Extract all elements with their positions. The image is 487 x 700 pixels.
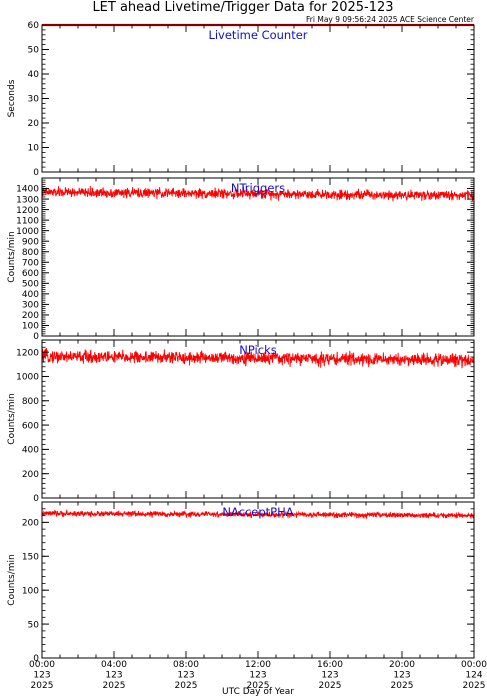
y-tick-label: 1200 <box>16 206 39 216</box>
x-tick-label: 2025 <box>103 681 126 691</box>
y-tick-label: 40 <box>28 70 40 80</box>
y-tick-label: 800 <box>22 248 39 258</box>
y-axis-title: Counts/min <box>7 554 17 605</box>
y-tick-label: 600 <box>22 269 39 279</box>
y-tick-label: 800 <box>22 397 39 407</box>
y-tick-label: 600 <box>22 421 39 431</box>
y-tick-label: 700 <box>22 258 39 268</box>
y-tick-label: 0 <box>33 168 39 178</box>
y-tick-label: 0 <box>33 654 39 664</box>
x-tick-label: 04:00 <box>101 660 127 670</box>
x-tick-label: 124 <box>465 671 482 681</box>
panel-3: 0 200 400 600 800 1000 1200 Counts/min NPicks <box>7 339 475 504</box>
x-tick-label: 2025 <box>463 681 486 691</box>
figure-subtitle: Fri May 9 09:56:24 2025 ACE Science Cent… <box>306 15 475 24</box>
y-axis-title: Counts/min <box>7 231 17 282</box>
x-tick-label: 2025 <box>247 681 270 691</box>
plot-frame <box>41 501 475 659</box>
y-tick-label: 60 <box>28 21 40 31</box>
x-tick-label: 20:00 <box>389 660 415 670</box>
x-tick-label: 08:00 <box>173 660 199 670</box>
panel-label: Livetime Counter <box>208 28 307 42</box>
y-tick-label: 10 <box>28 144 40 154</box>
y-tick-label: 200 <box>22 519 39 529</box>
panel-4: 0 50 100 150 200 Counts/min NAcceptPHA <box>7 501 475 664</box>
series-line-4 <box>41 509 475 520</box>
x-tick-label: 00:00 <box>29 660 55 670</box>
y-tick-label: 1400 <box>16 185 39 195</box>
y-axis-title: Seconds <box>7 79 17 117</box>
y-tick-label: 0 <box>33 494 39 504</box>
x-tick-label: 12:00 <box>245 660 271 670</box>
y-tick-label: 400 <box>22 290 39 300</box>
figure-title: LET ahead Livetime/Trigger Data for 2025… <box>92 0 393 15</box>
panel-label: NPicks <box>239 343 276 357</box>
x-tick-label: 00:00 <box>461 660 487 670</box>
y-tick-label: 1300 <box>16 195 39 205</box>
x-axis-title: UTC Day of Year <box>222 687 294 697</box>
y-tick-label: 500 <box>22 280 39 290</box>
y-tick-label: 0 <box>33 332 39 342</box>
x-tick-label: 123 <box>393 671 410 681</box>
x-tick-label: 123 <box>33 671 50 681</box>
x-tick-label: 2025 <box>391 681 414 691</box>
y-tick-label: 150 <box>22 552 39 562</box>
y-tick-label: 100 <box>22 322 39 332</box>
y-tick-label: 100 <box>22 586 39 596</box>
x-tick-label: 2025 <box>175 681 198 691</box>
x-tick-label: 123 <box>105 671 122 681</box>
series-line-2 <box>41 185 475 202</box>
y-tick-label: 300 <box>22 301 39 311</box>
series-line-3 <box>41 348 475 369</box>
y-tick-label: 1100 <box>16 216 39 226</box>
plot-frame <box>41 177 475 337</box>
y-tick-label: 30 <box>28 95 40 105</box>
y-tick-label: 1000 <box>16 373 39 383</box>
y-tick-label: 200 <box>22 470 39 480</box>
x-tick-label: 16:00 <box>317 660 343 670</box>
x-tick-label: 2025 <box>319 681 342 691</box>
y-axis-title: Counts/min <box>7 393 17 444</box>
panel-label: NAcceptPHA <box>222 505 293 519</box>
y-tick-label: 50 <box>28 620 40 630</box>
x-tick-label: 123 <box>249 671 266 681</box>
y-tick-label: 200 <box>22 311 39 321</box>
panel-2: 0100200300400500600700800900100011001200… <box>7 177 475 342</box>
panel-label: NTriggers <box>231 181 285 195</box>
y-tick-label: 1200 <box>16 348 39 358</box>
x-axis-labels: 00:00123202504:00123202508:00123202512:0… <box>29 660 487 691</box>
y-tick-label: 400 <box>22 446 39 456</box>
y-tick-label: 900 <box>22 237 39 247</box>
panel-1: 0 10 20 30 40 50 60 Seconds Livetime Counter <box>7 21 475 178</box>
y-tick-label: 20 <box>28 119 40 129</box>
y-tick-label: 50 <box>28 46 40 56</box>
x-tick-label: 123 <box>321 671 338 681</box>
plot-frame <box>41 24 475 173</box>
x-tick-label: 2025 <box>31 681 54 691</box>
y-tick-label: 1000 <box>16 227 39 237</box>
x-tick-label: 123 <box>177 671 194 681</box>
